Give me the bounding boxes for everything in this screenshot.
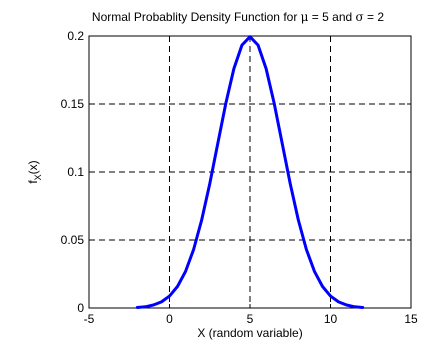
y-axis-label: fX(x) [26,160,43,183]
chart-title: Normal Probablity Density Function for μ… [92,10,384,24]
y-label-subscript: X [33,174,43,180]
y-label-tail: (x) [26,160,40,174]
x-tick-labels: -5 0 5 10 15 [84,312,418,326]
y-tick-label: 0.15 [61,97,85,111]
title-part-5: = 2 [364,10,385,24]
y-tick-label: 0 [77,301,84,315]
x-tick-label: -5 [84,312,95,326]
title-part-3: = 5 and [308,10,355,24]
pdf-curve [135,35,365,309]
x-tick-label: 5 [247,312,254,326]
y-tick-label: 0.05 [61,233,85,247]
x-axis-label: X (random variable) [197,326,302,340]
title-part-1: Normal Probablity Density Function for [92,10,301,24]
title-sigma-symbol: σ [356,10,364,24]
y-label-main: f [26,180,40,184]
x-tick-label: 15 [404,312,418,326]
y-tick-label: 0.2 [67,29,84,43]
title-mu-symbol: μ [301,10,309,24]
x-tick-label: 10 [324,312,338,326]
axis-ticks [88,35,412,309]
x-tick-label: 0 [166,312,173,326]
y-tick-labels: 0 0.05 0.1 0.15 0.2 [61,29,85,315]
grid-lines [89,36,411,308]
y-tick-label: 0.1 [67,165,84,179]
